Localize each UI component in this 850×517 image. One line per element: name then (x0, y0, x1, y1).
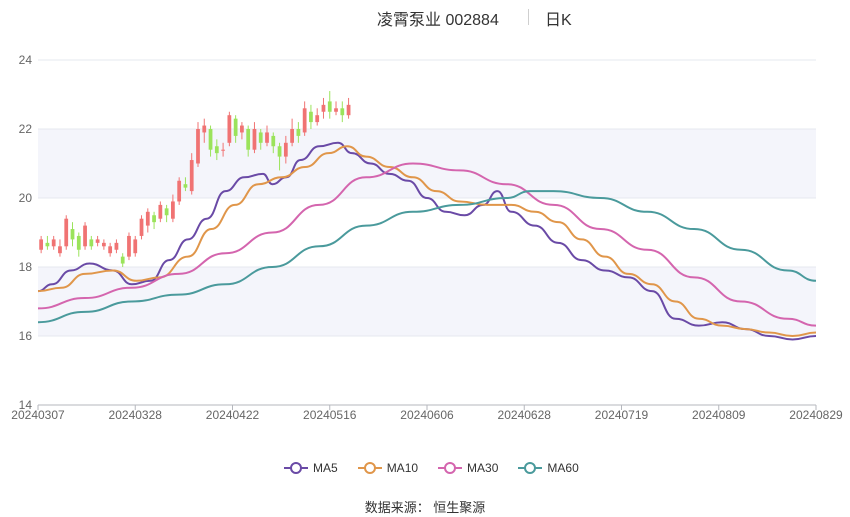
legend-symbol (438, 462, 463, 474)
candle-body (214, 146, 219, 154)
y-tick-label: 20 (19, 191, 33, 205)
x-tick-label: 20240628 (498, 408, 552, 422)
candle-body (158, 204, 163, 219)
legend-symbol (518, 462, 543, 474)
candle-body (221, 149, 225, 151)
candle-body (296, 129, 301, 136)
legend-label: MA10 (386, 461, 419, 475)
candle-body (83, 225, 87, 247)
legend-item-ma30[interactable]: MA30 (438, 461, 498, 475)
candle-body (139, 218, 144, 236)
legend-marker (290, 462, 302, 474)
candle-body (51, 239, 56, 247)
candle-body (89, 239, 94, 247)
candle-body (152, 215, 156, 223)
candle-body (95, 239, 100, 243)
candle-body (321, 104, 326, 112)
candle-body (202, 125, 207, 133)
candle-body (108, 246, 113, 254)
candle-body (45, 242, 50, 247)
x-tick-label: 20240328 (109, 408, 163, 422)
candle-body (334, 108, 338, 112)
candle-body (171, 201, 175, 219)
candle-body (39, 239, 44, 250)
legend-marker (524, 462, 537, 474)
chart-title: 凌霄泵业 002884 (377, 12, 499, 29)
candle-body (252, 129, 257, 150)
candle-body (315, 115, 320, 123)
candle-body (346, 104, 351, 116)
candle-body (327, 101, 332, 112)
candle-body (258, 132, 263, 143)
legend-item-ma10[interactable]: MA10 (357, 461, 419, 475)
ma-line-ma5 (37, 141, 817, 341)
candle-body (145, 211, 150, 226)
candle-body (277, 146, 282, 157)
x-tick-label: 20240307 (11, 408, 65, 422)
ma-line-ma30 (37, 162, 817, 327)
legend-symbol (284, 462, 308, 474)
legend-marker (363, 462, 376, 474)
legend-label: MA60 (547, 461, 579, 475)
candle-body (309, 111, 313, 123)
candle-body (183, 184, 188, 188)
x-tick-label: 20240719 (595, 408, 649, 422)
legend-marker (444, 462, 457, 474)
candle-body (189, 160, 194, 192)
candle-body (271, 135, 276, 147)
grid-band (38, 267, 816, 336)
legend-label: MA30 (467, 461, 499, 475)
legend-item-ma60[interactable]: MA60 (518, 461, 579, 475)
candle-body (101, 242, 106, 247)
candle-body (58, 246, 62, 254)
y-tick-label: 16 (19, 329, 33, 343)
candle-body (227, 115, 232, 143)
candle-body (196, 129, 200, 164)
candle-body (133, 239, 138, 254)
chart-header: 凌霄泵业 002884 日K (0, 6, 850, 29)
y-tick-label: 18 (19, 260, 33, 274)
legend: MA5 MA10 MA30 MA60 (284, 458, 599, 478)
legend-item-ma5[interactable]: MA5 (284, 461, 338, 475)
candle-body (164, 208, 169, 216)
candle-body (283, 142, 288, 157)
candle-body (240, 125, 244, 133)
title-separator (528, 9, 529, 25)
x-tick-label: 20240516 (303, 408, 357, 422)
candle-body (290, 129, 294, 143)
y-tick-label: 24 (19, 53, 33, 67)
candle-body (120, 256, 125, 264)
candle-body (64, 218, 69, 247)
legend-symbol (357, 462, 382, 474)
period-label: 日K (545, 12, 572, 29)
ma-line-ma60 (37, 190, 817, 324)
x-tick-label: 20240606 (400, 408, 454, 422)
ma-line-ma10 (37, 145, 817, 338)
x-tick-label: 20240809 (692, 408, 746, 422)
legend-label: MA5 (313, 461, 338, 475)
candle-body (340, 108, 345, 116)
candle-body (246, 129, 251, 150)
candle-body (127, 235, 131, 257)
candle-body (70, 229, 75, 240)
y-tick-label: 22 (19, 122, 33, 136)
data-source: 数据来源： 恒生聚源 (364, 500, 486, 515)
candle-body (208, 129, 213, 150)
candle-body (302, 108, 307, 133)
candle-body (233, 118, 238, 136)
candle-body (177, 180, 182, 202)
x-tick-label: 20240422 (206, 408, 260, 422)
candle-body (265, 132, 269, 143)
candle-body (76, 235, 81, 250)
x-tick-label: 20240829 (789, 408, 843, 422)
y-tick-label: 14 (19, 398, 33, 412)
candle-body (114, 242, 119, 250)
